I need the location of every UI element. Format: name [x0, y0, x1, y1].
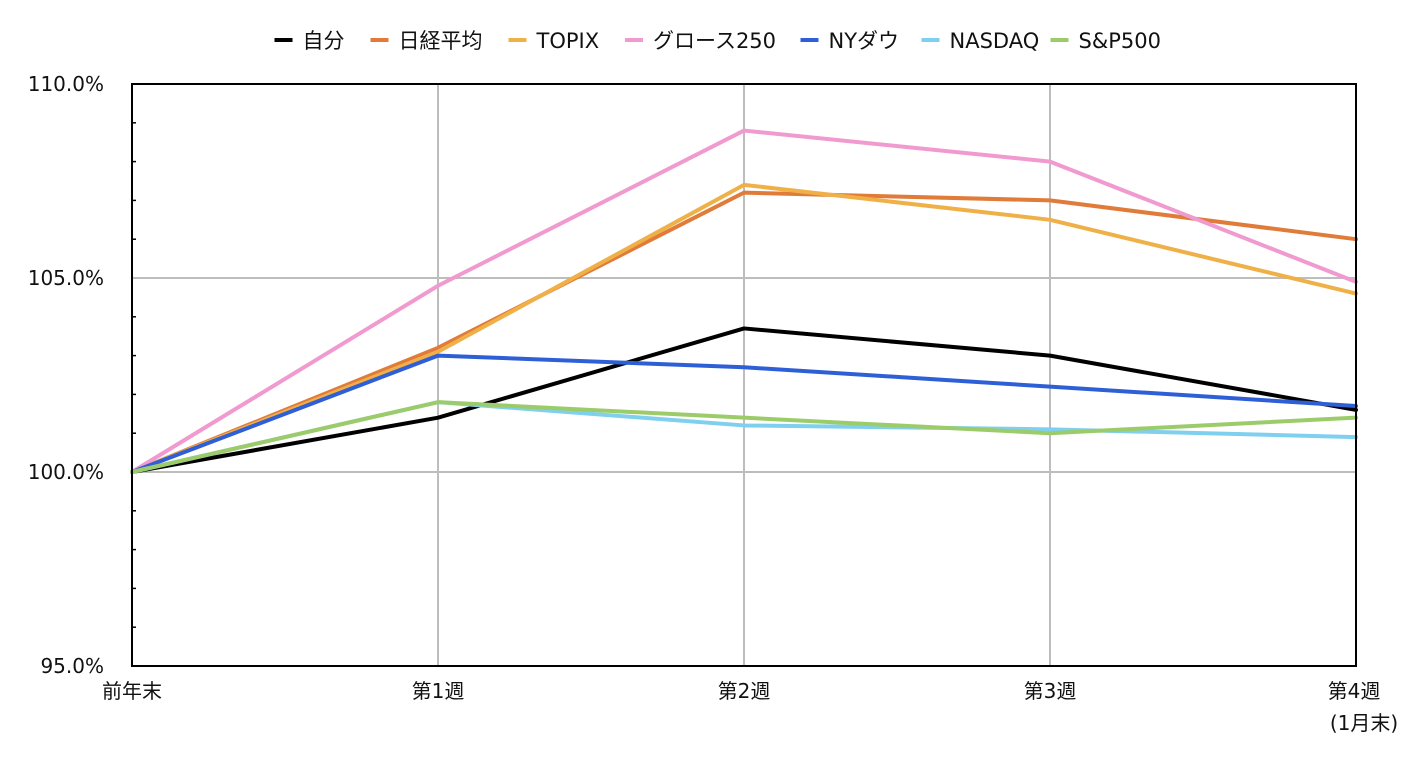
series-line-6	[130, 400, 1358, 474]
legend-item: S&P500	[1050, 29, 1161, 53]
legend-label: S&P500	[1079, 29, 1161, 53]
legend-item: 自分	[274, 29, 345, 53]
series-line-4	[130, 353, 1358, 474]
x-tick-label: 第4週	[1328, 679, 1381, 703]
legend-item: 日経平均	[370, 29, 483, 53]
series-line-0	[130, 326, 1358, 474]
y-tick-label: 95.0%	[40, 654, 104, 678]
x-tick-label: 第2週	[718, 679, 771, 703]
legend-label: グロース250	[653, 29, 776, 53]
y-tick-label: 110.0%	[28, 72, 104, 96]
legend-item: NASDAQ	[921, 29, 1040, 53]
legend-label: NASDAQ	[950, 29, 1040, 53]
x-tick-label: 第3週	[1024, 679, 1077, 703]
x-tick-sublabel: (1月末)	[1330, 711, 1398, 735]
legend: 自分 日経平均 TOPIX グロース250 NYダウ NASDAQ S&P500	[274, 29, 1161, 53]
legend-label: TOPIX	[536, 29, 600, 53]
legend-label: 日経平均	[399, 29, 483, 53]
grid-lines	[132, 84, 1356, 666]
legend-label: NYダウ	[829, 29, 900, 53]
series-line-3	[130, 128, 1358, 474]
plot-frame	[131, 83, 1357, 667]
legend-item: グロース250	[625, 29, 776, 53]
legend-label: 自分	[303, 29, 345, 53]
y-tick-label: 105.0%	[28, 266, 104, 290]
series-lines	[130, 128, 1358, 474]
series-line-1	[130, 190, 1358, 474]
x-tick-labels: 前年末 第1週 第2週 第3週 第4週 (1月末)	[102, 679, 1398, 735]
plot-frame-rect	[131, 83, 1357, 667]
x-tick-label: 第1週	[412, 679, 465, 703]
y-tick-label: 100.0%	[28, 460, 104, 484]
legend-item: NYダウ	[800, 29, 900, 53]
legend-item: TOPIX	[508, 29, 600, 53]
y-tick-labels: 95.0% 100.0% 105.0% 110.0%	[28, 72, 104, 678]
x-tick-label: 前年末	[102, 679, 162, 703]
series-line-2	[130, 182, 1358, 474]
